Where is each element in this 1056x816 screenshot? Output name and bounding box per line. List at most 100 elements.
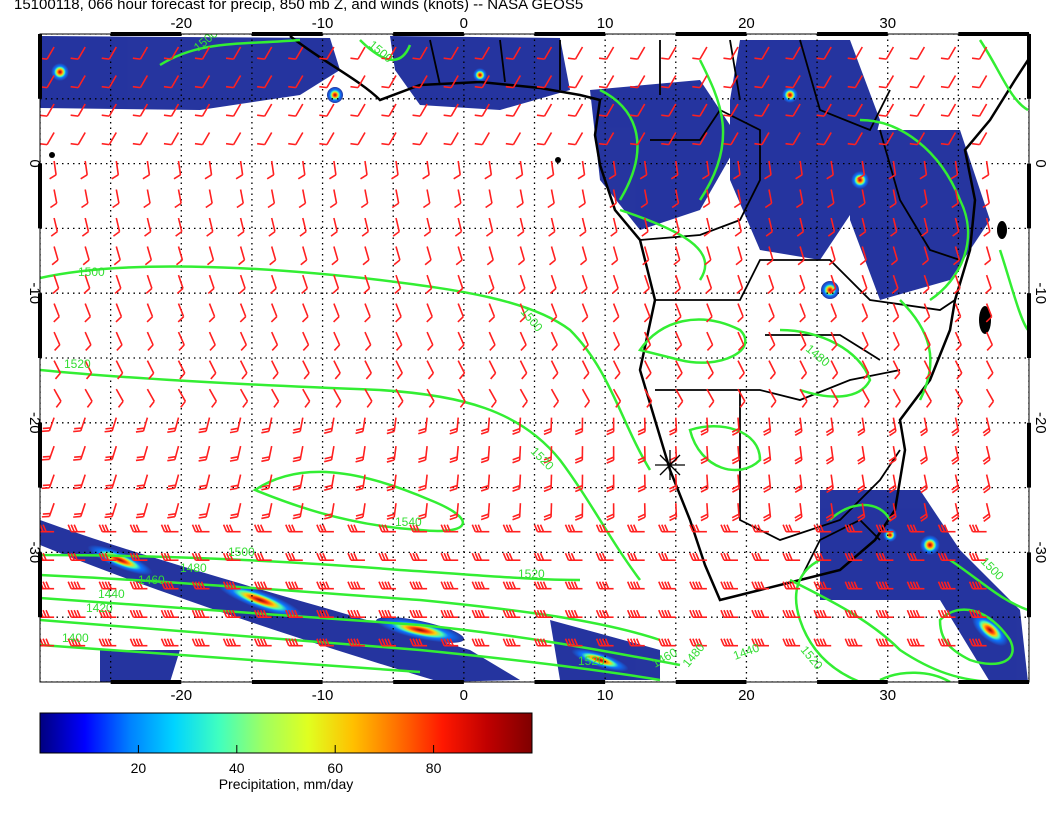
frame-segment <box>534 32 606 36</box>
wind-barb <box>799 360 808 380</box>
contour-line <box>794 503 892 682</box>
wind-barb <box>412 46 428 60</box>
wind-barb <box>144 217 152 237</box>
wind-barb <box>360 189 369 209</box>
wind-barb <box>391 160 399 180</box>
wind-barb <box>364 303 371 323</box>
wind-barb <box>191 581 210 590</box>
contour-label: 1460 <box>138 573 165 587</box>
wind-barb <box>488 388 497 408</box>
wind-barb <box>426 388 435 408</box>
wind-barb <box>515 160 524 180</box>
wind-barb <box>319 75 335 89</box>
wind-barb <box>692 132 708 146</box>
wind-barb <box>794 474 803 494</box>
wind-barb <box>285 552 303 562</box>
wind-barb <box>658 638 676 647</box>
wind-barb <box>453 160 461 180</box>
wind-barb <box>578 189 586 209</box>
wind-barb <box>261 417 273 434</box>
wind-barb <box>253 609 272 619</box>
wind-barb <box>512 474 522 492</box>
wind-barb <box>270 360 279 380</box>
wind-barb <box>661 103 677 117</box>
wind-barb <box>951 445 960 465</box>
wind-barb <box>672 217 680 237</box>
wind-barb <box>982 417 991 437</box>
wind-barb <box>333 303 340 323</box>
colorbar-tick-label: 60 <box>327 760 343 776</box>
wind-barb <box>892 303 900 323</box>
wind-barb <box>316 581 334 590</box>
wind-barb <box>706 303 713 323</box>
wind-barb <box>257 132 273 146</box>
wind-barb <box>267 189 276 209</box>
frame-segment <box>1027 163 1031 229</box>
wind-barb <box>564 524 583 533</box>
wind-barb <box>301 274 309 295</box>
border <box>655 259 956 311</box>
contour-line <box>599 59 725 281</box>
wind-barb <box>50 217 59 237</box>
wind-barb <box>890 246 899 266</box>
wind-barb <box>115 360 124 380</box>
wind-barb <box>543 446 553 464</box>
contour-label: 1520 <box>64 357 91 371</box>
wind-barb <box>204 160 213 180</box>
wind-barb <box>981 160 990 180</box>
wind-barb <box>288 132 304 146</box>
height-contours <box>40 38 1029 682</box>
wind-barb <box>720 552 738 562</box>
lat-tick-label-left: -20 <box>26 412 43 434</box>
wind-barb <box>952 246 961 266</box>
wind-barb <box>971 75 988 89</box>
wind-barb <box>550 331 558 352</box>
wind-barb <box>940 103 957 117</box>
wind-barb <box>298 189 307 209</box>
wind-barb <box>355 503 366 520</box>
wind-barb <box>766 246 774 266</box>
wind-barb <box>285 581 303 590</box>
wind-barb <box>194 75 211 89</box>
wind-barb <box>661 132 677 146</box>
wind-barb <box>129 638 148 647</box>
wind-barb <box>768 331 776 352</box>
wind-barb <box>763 474 772 493</box>
lon-tick-label-bottom: -20 <box>170 687 192 704</box>
wind-barb <box>844 524 863 533</box>
wind-barb <box>768 388 777 408</box>
precip-cell <box>51 63 69 81</box>
wind-barb <box>386 474 397 492</box>
wind-barb <box>146 360 155 380</box>
wind-barb <box>706 360 714 380</box>
wind-barb <box>471 638 490 647</box>
wind-barb <box>953 274 961 295</box>
wind-barb <box>906 638 925 647</box>
wind-barb <box>502 638 521 647</box>
wind-barb <box>207 274 215 295</box>
wind-barb <box>194 132 211 146</box>
wind-barb <box>505 132 522 146</box>
wind-barb <box>630 75 646 89</box>
wind-barb <box>626 552 645 562</box>
wind-barb <box>67 581 86 590</box>
frame-segment <box>1027 293 1031 358</box>
wind-barb <box>536 75 553 89</box>
wind-barb <box>612 360 621 380</box>
wind-barb <box>409 638 428 647</box>
wind-barb <box>440 581 459 590</box>
wind-barb <box>53 331 61 352</box>
lon-tick-label-bottom: 0 <box>460 687 468 704</box>
wind-barb <box>502 581 521 590</box>
wind-barb <box>270 303 278 323</box>
wind-barb <box>951 417 960 437</box>
wind-barb <box>567 75 584 89</box>
wind-barb <box>81 189 89 209</box>
frame-segment <box>393 680 464 684</box>
contour-line <box>40 643 421 674</box>
wind-barb <box>237 217 245 237</box>
wind-barb <box>177 360 186 380</box>
wind-barb <box>378 638 396 647</box>
wind-barb <box>222 524 241 533</box>
wind-barb <box>381 103 397 117</box>
